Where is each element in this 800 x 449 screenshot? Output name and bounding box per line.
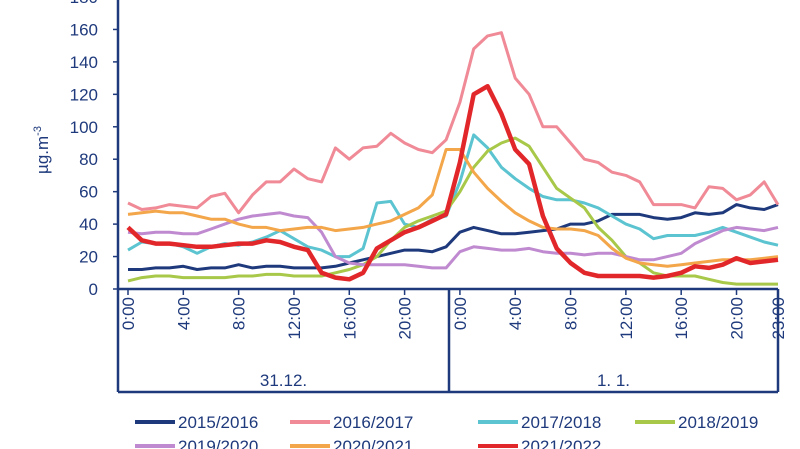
legend-label: 2015/2016 <box>178 413 258 432</box>
series-line <box>127 211 779 270</box>
y-label-exp: -3 <box>32 126 44 136</box>
legend-label: 2016/2017 <box>333 413 413 432</box>
y-tick-label: 160 <box>70 20 98 39</box>
x-group-label: 31.12. <box>260 371 307 390</box>
y-axis-title: µg.m-3 <box>32 126 52 174</box>
y-tick-label: 120 <box>70 85 98 104</box>
legend-label: 2019/2020 <box>178 437 258 449</box>
y-tick-label: 60 <box>79 183 98 202</box>
x-tick-label: 20:00 <box>728 297 747 340</box>
y-tick-label: 140 <box>70 53 98 72</box>
y-label: µg.m <box>33 136 52 174</box>
series-line <box>127 136 778 286</box>
x-tick-label: 16:00 <box>672 297 691 340</box>
x-tick-label: 4:00 <box>174 297 193 330</box>
y-tick-label: 20 <box>79 248 98 267</box>
x-tick-label: 20:00 <box>396 297 415 340</box>
y-tick-label: 80 <box>79 150 98 169</box>
x-tick-label: 12:00 <box>617 297 636 340</box>
x-tick-label: 0:00 <box>451 297 470 330</box>
y-tick-label: 40 <box>79 215 98 234</box>
x-tick-label: 8:00 <box>230 297 249 330</box>
y-tick-label: 180 <box>70 0 98 7</box>
series-line <box>127 31 780 215</box>
x-tick-label: 0:00 <box>119 297 138 330</box>
x-tick-label: 4:00 <box>506 297 525 330</box>
legend-label: 2017/2018 <box>521 413 601 432</box>
x-tick-label: 16:00 <box>340 297 359 340</box>
series-line <box>127 148 779 268</box>
legend-label: 2018/2019 <box>678 413 758 432</box>
x-tick-label: 23:00 <box>769 297 788 340</box>
x-tick-label: 8:00 <box>562 297 581 330</box>
series-line <box>128 203 779 271</box>
x-group-label: 1. 1. <box>597 371 630 390</box>
y-tick-label: 0 <box>89 280 98 299</box>
legend-label: 2020/2021 <box>333 437 413 449</box>
legend-label: 2021/2022 <box>521 437 601 449</box>
y-tick-label: 100 <box>70 118 98 137</box>
x-tick-label: 12:00 <box>285 297 304 340</box>
series-line <box>126 83 779 282</box>
